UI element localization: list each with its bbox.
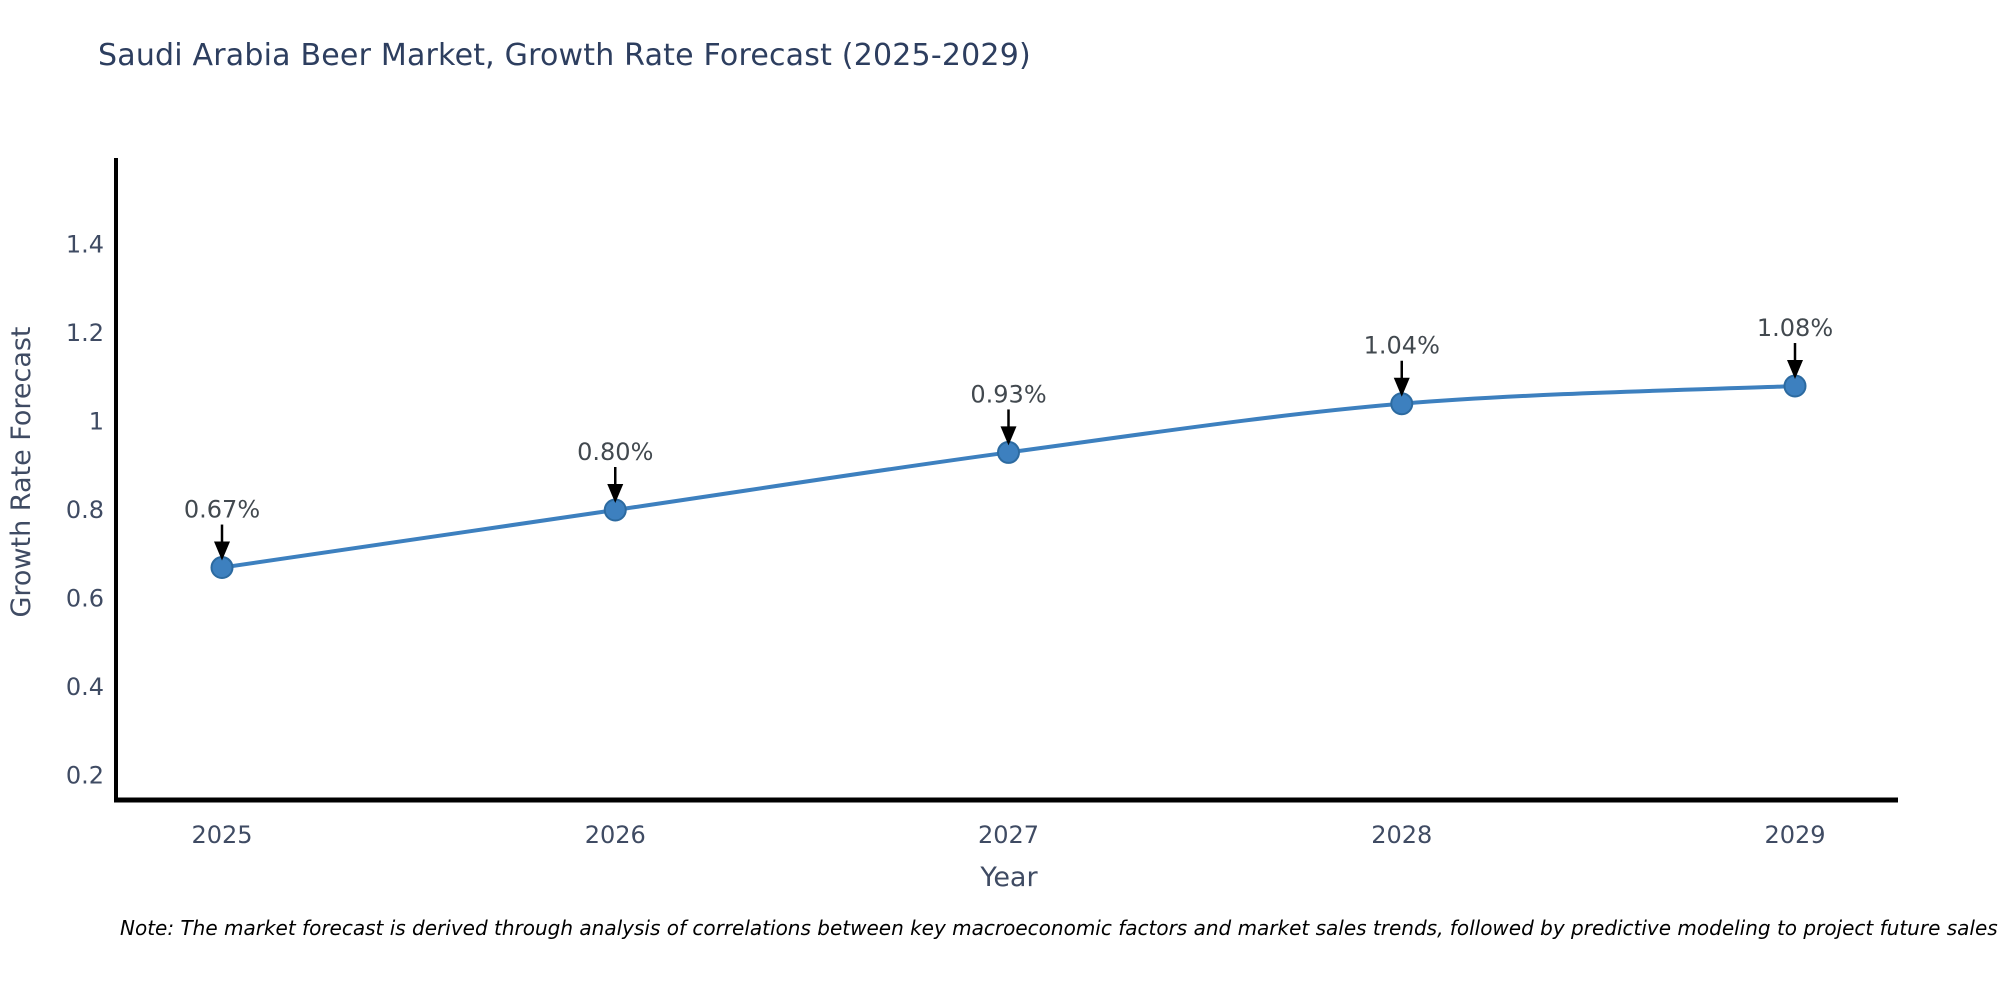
- chart-title: Saudi Arabia Beer Market, Growth Rate Fo…: [98, 38, 1031, 73]
- annotation-arrow-head: [1000, 426, 1017, 446]
- data-point-label: 0.67%: [184, 496, 260, 524]
- y-tick-label: 0.4: [66, 673, 104, 701]
- data-point-label: 1.08%: [1757, 314, 1833, 342]
- x-tick-label: 2025: [191, 821, 252, 849]
- y-tick-label: 1: [89, 407, 104, 435]
- y-tick-label: 0.8: [66, 496, 104, 524]
- annotation-arrow-head: [214, 541, 230, 561]
- y-axis-title: Growth Rate Forecast: [6, 326, 37, 617]
- y-tick-label: 0.2: [66, 762, 104, 790]
- x-tick-label: 2029: [1764, 821, 1825, 849]
- data-point-label: 0.80%: [577, 438, 653, 466]
- y-tick-label: 1.2: [66, 319, 104, 347]
- x-tick-label: 2027: [978, 821, 1039, 849]
- annotation-arrow-head: [1393, 377, 1410, 397]
- annotation-arrow-head: [1787, 360, 1803, 380]
- y-tick-label: 1.4: [66, 230, 104, 258]
- data-point-label: 0.93%: [970, 380, 1046, 408]
- annotation-arrow-head: [607, 483, 624, 503]
- x-axis-title: Year: [979, 862, 1038, 893]
- y-tick-label: 0.6: [66, 585, 104, 613]
- x-tick-label: 2028: [1371, 821, 1432, 849]
- data-point-label: 1.04%: [1364, 332, 1440, 360]
- footnote: Note: The market forecast is derived thr…: [120, 916, 1998, 940]
- x-tick-label: 2026: [585, 821, 646, 849]
